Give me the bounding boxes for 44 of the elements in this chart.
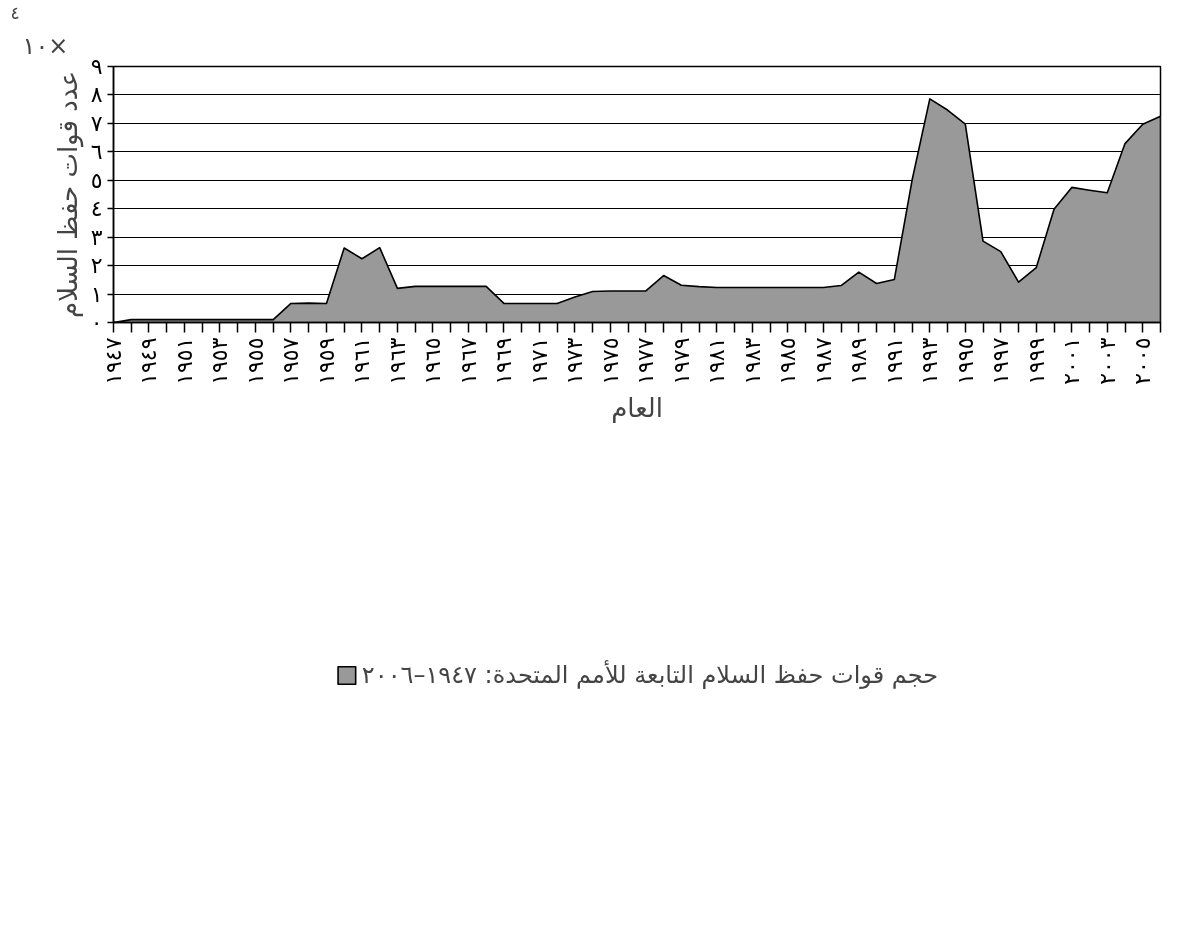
x-tick-label: ١٩٩١: [881, 337, 907, 385]
x-tick-label: ١٩٧٥: [597, 337, 623, 385]
x-tick-label: ١٩٥٣: [207, 337, 233, 385]
x-tick-label: ١٩٧٣: [562, 337, 588, 385]
y-tick-label: ٩: [90, 54, 103, 79]
x-tick-label: ١٩٦٣: [384, 337, 410, 385]
x-tick-label: ١٩٤٧: [101, 337, 126, 385]
x-tick-label: ١٩٤٩: [136, 337, 162, 385]
x-tick-label: ١٩٦٧: [455, 337, 481, 385]
x-tick-label: ١٩٨١: [704, 337, 730, 385]
y-tick-label: ٤: [90, 196, 103, 222]
y-tick-label: ٦: [90, 139, 103, 165]
x-tick-label: ٢٠٠١: [1059, 337, 1085, 385]
x-tick-label: ١٩٨٣: [739, 337, 765, 385]
y-tick-label: ٥: [90, 167, 103, 193]
x-tick-label: ١٩٥٥: [242, 337, 268, 385]
x-tick-label: ١٩٥٩: [313, 337, 339, 385]
y-tick-label: ٧: [90, 110, 103, 136]
x-tick-label: ١٩٦٩: [491, 337, 517, 385]
y-tick-label: ٠: [90, 310, 103, 335]
y-tick-label: ١: [90, 281, 103, 307]
y-tick-label: ٢: [90, 253, 103, 279]
x-tick-label: ١٩٨٩: [846, 337, 872, 385]
x-tick-label: ١٩٧٩: [668, 337, 694, 385]
legend-label: حجم قوات حفظ السلام التابعة للأمم المتحدة: ١٩٤٧–٢٠٠٦: [361, 661, 939, 689]
x-tick-label: ١٩٨٥: [775, 337, 801, 385]
y-axis-title: عدد قوات حفظ السلام: [52, 71, 84, 318]
x-tick-label: ١٩٩٧: [988, 337, 1014, 385]
text: ×١٠٤: [10, 2, 69, 60]
x-tick-label: ١٩٨٧: [810, 337, 836, 385]
x-tick-label: ١٩٧١: [526, 337, 552, 385]
x-tick-label: ١٩٩٩: [1023, 337, 1049, 385]
x-axis-title: العام: [611, 392, 663, 423]
y-tick-label: ٨: [90, 82, 103, 108]
x-tick-label: ١٩٩٣: [917, 337, 943, 385]
x-tick-label: ١٩٩٥: [952, 337, 978, 385]
x-tick-label: ١٩٦١: [349, 337, 375, 385]
y-tick-label: ٣: [90, 224, 103, 250]
x-tick-label: ١٩٦٥: [420, 337, 446, 385]
x-tick-label: ١٩٧٧: [633, 337, 659, 385]
x-tick-label: ٢٠٠٣: [1094, 337, 1120, 385]
x-tick-label: ١٩٥٧: [278, 337, 304, 385]
x-tick-label: ١٩٥١: [171, 337, 197, 385]
x-tick-label: ٢٠٠٥: [1130, 337, 1156, 385]
